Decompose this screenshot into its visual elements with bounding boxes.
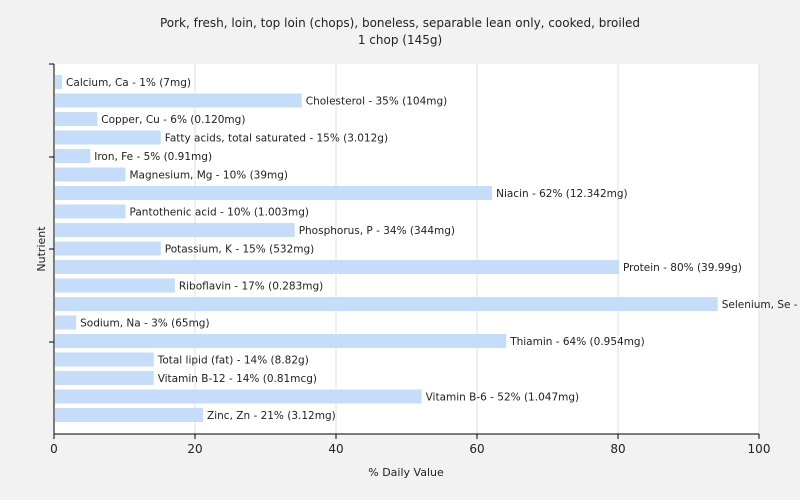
bar-label-1: Cholesterol - 35% (104mg) [306, 96, 448, 108]
bar-5 [55, 167, 126, 182]
bar-6 [55, 186, 493, 200]
bar-labels: Calcium, Ca - 1% (7mg) Cholesterol - 35% … [66, 77, 800, 422]
bar-label-9: Potassium, K - 15% (532mg) [165, 244, 315, 256]
bar-label-3: Fatty acids, total saturated - 15% (3.01… [165, 133, 388, 145]
bar-17 [55, 389, 422, 404]
bar-7 [55, 204, 126, 219]
x-tick-label-0: 0 [50, 442, 58, 456]
bar-15 [55, 352, 154, 367]
bar-label-7: Pantothenic acid - 10% (1.003mg) [130, 207, 309, 219]
plot-area [54, 64, 759, 434]
bar-label-8: Phosphorus, P - 34% (344mg) [299, 225, 455, 237]
bar-label-0: Calcium, Ca - 1% (7mg) [66, 77, 191, 89]
bar-18 [55, 408, 204, 422]
bars [55, 75, 718, 422]
bar-11 [55, 278, 175, 293]
x-tick-label-5: 100 [748, 442, 771, 456]
bar-label-17: Vitamin B-6 - 52% (1.047mg) [426, 392, 580, 404]
chart-subtitle: 1 chop (145g) [358, 33, 442, 47]
bar-label-12: Selenium, Se - 94% (65.7mcg) [722, 299, 800, 311]
bar-12 [55, 297, 718, 311]
x-tick-label-4: 80 [610, 442, 625, 456]
x-tick-label-3: 60 [469, 442, 484, 456]
x-tick-label-1: 20 [187, 442, 202, 456]
axes [49, 63, 759, 435]
bar-label-15: Total lipid (fat) - 14% (8.82g) [157, 355, 309, 367]
bar-label-13: Sodium, Na - 3% (65mg) [80, 318, 209, 330]
x-axis-label: % Daily Value [368, 466, 444, 479]
bar-label-10: Protein - 80% (39.99g) [623, 262, 742, 274]
bar-10 [55, 260, 619, 274]
bar-8 [55, 223, 295, 237]
bar-3 [55, 130, 161, 145]
bar-0 [55, 75, 63, 89]
bar-label-4: Iron, Fe - 5% (0.91mg) [94, 151, 212, 163]
bar-label-14: Thiamin - 64% (0.954mg) [509, 336, 645, 348]
bar-label-16: Vitamin B-12 - 14% (0.81mcg) [158, 373, 317, 385]
y-axis-label: Nutrient [35, 226, 48, 272]
bar-label-18: Zinc, Zn - 21% (3.12mg) [207, 410, 336, 422]
bar-13 [55, 315, 77, 330]
bar-16 [55, 371, 154, 385]
x-ticks: 0 20 40 60 80 100 [50, 434, 770, 456]
bar-14 [55, 334, 507, 348]
bar-4 [55, 149, 91, 163]
bar-label-5: Magnesium, Mg - 10% (39mg) [130, 170, 289, 182]
bar-label-11: Riboflavin - 17% (0.283mg) [179, 281, 323, 293]
bar-2 [55, 112, 98, 126]
bar-9 [55, 241, 161, 256]
bar-label-6: Niacin - 62% (12.342mg) [496, 188, 628, 200]
x-tick-label-2: 40 [328, 442, 343, 456]
bar-1 [55, 93, 302, 108]
bar-label-2: Copper, Cu - 6% (0.120mg) [101, 114, 245, 126]
gridlines [194, 64, 760, 434]
chart-title: Pork, fresh, loin, top loin (chops), bon… [160, 16, 640, 30]
